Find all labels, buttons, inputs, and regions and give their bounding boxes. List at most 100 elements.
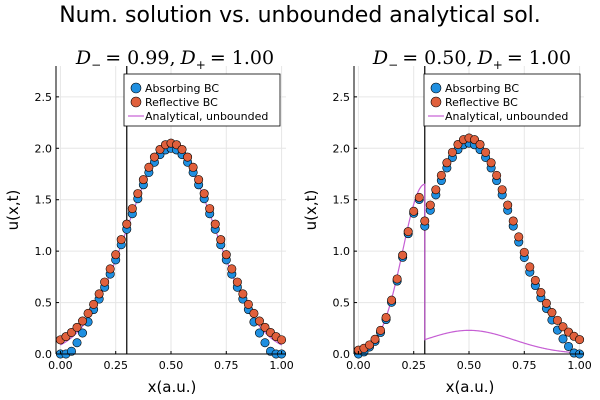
legend-reflective-label: Reflective BC [145, 96, 218, 109]
absorbing-point [78, 328, 88, 338]
reflective-point [497, 185, 507, 195]
reflective-point [552, 315, 562, 325]
subplot-right-ylabel: u(x,t) [302, 190, 320, 231]
reflective-point [436, 170, 446, 180]
absorbing-point [564, 341, 574, 351]
reflective-point [392, 274, 402, 284]
legend-absorbing-label: Absorbing BC [445, 82, 519, 95]
reflective-point [133, 189, 143, 199]
reflective-point [116, 235, 126, 245]
reflective-point [481, 147, 491, 157]
reflective-point [414, 192, 424, 202]
legend-reflective-marker [130, 96, 142, 108]
subplot-left-title: D− = 0.99, D+ = 1.00 [75, 47, 274, 72]
y-tick-label: 2.5 [333, 91, 351, 104]
reflective-point [447, 147, 457, 157]
reflective-point [232, 277, 242, 287]
x-tick-label: 0.50 [457, 359, 482, 372]
subplot-right: D− = 0.50, D+ = 1.00 0.00 0.25 0.50 0.75 1.000.… [302, 47, 592, 396]
y-tick-label: 2.0 [333, 142, 351, 155]
y-tick-label: 1.0 [35, 245, 53, 258]
reflective-point [144, 162, 154, 172]
reflective-point [398, 250, 408, 260]
x-tick-label: 0.75 [512, 359, 537, 372]
y-tick-label: 2.5 [35, 91, 53, 104]
legend-reflective-label: Reflective BC [445, 96, 518, 109]
reflective-point [227, 264, 237, 274]
y-tick-label: 0.0 [333, 348, 351, 361]
absorbing-point [254, 328, 264, 338]
reflective-point [547, 307, 557, 317]
reflective-point [376, 325, 386, 335]
reflective-point [72, 322, 82, 332]
subplot-right-title: D− = 0.50, D+ = 1.00 [372, 47, 571, 72]
legend-absorbing-marker [130, 82, 142, 94]
reflective-point [199, 189, 209, 199]
reflective-point [149, 152, 159, 162]
reflective-point [431, 185, 441, 195]
reflective-point [111, 250, 121, 260]
reflective-point [194, 175, 204, 185]
legend-frame [123, 73, 281, 127]
reflective-point [66, 327, 76, 337]
y-tick-label: 0.5 [333, 297, 351, 310]
y-tick-label: 2.0 [35, 142, 53, 155]
absorbing-point [260, 338, 270, 348]
y-tick-label: 0.0 [35, 348, 53, 361]
x-tick-label: 0.00 [346, 359, 371, 372]
reflective-point [249, 308, 259, 318]
reflective-point [558, 322, 568, 332]
subplot-left-axes: 0.00 0.25 0.50 0.75 1.00 0.0 0.5 1.0 1.5 2.0 2.5 [35, 66, 294, 372]
reflective-point [442, 158, 452, 168]
reflective-point [254, 316, 264, 326]
y-tick-label: 1.5 [35, 194, 53, 207]
reflective-point [525, 262, 535, 272]
x-tick-label: 0.50 [159, 359, 184, 372]
reflective-point [260, 322, 270, 332]
reflective-point [205, 204, 215, 214]
x-tick-label: 0.25 [103, 359, 128, 372]
reflective-point [243, 299, 253, 309]
figure-title: Num. solution vs. unbounded analytical s… [59, 3, 541, 28]
reflective-point [519, 247, 529, 257]
reflective-point [403, 227, 413, 237]
reflective-point [221, 250, 231, 260]
reflective-point [387, 295, 397, 305]
reflective-point [541, 298, 551, 308]
reflective-point [420, 216, 430, 226]
reflective-point [238, 289, 248, 299]
subplot-left-legend: Absorbing BC Reflective BC Analytical, u… [123, 73, 281, 127]
reflective-point [536, 288, 546, 298]
subplot-right-axes: 0.00 0.25 0.50 0.75 1.00 0.0 0.5 1.0 1.5 2.0 2.5 [333, 66, 592, 372]
subplot-left-ylabel: u(x,t) [4, 190, 22, 231]
reflective-point [370, 334, 380, 344]
reflective-point [503, 200, 513, 210]
reflective-point [210, 219, 220, 229]
reflective-point [277, 335, 287, 345]
subplot-right-xlabel: x(a.u.) [446, 378, 495, 396]
legend-frame [423, 73, 581, 127]
reflective-point [425, 200, 435, 210]
reflective-point [188, 162, 198, 172]
reflective-point [138, 175, 148, 185]
x-tick-label: 1.00 [567, 359, 592, 372]
reflective-point [177, 144, 187, 154]
legend-reflective-marker [430, 96, 442, 108]
reflective-point [409, 206, 419, 216]
reflective-point [122, 219, 132, 229]
reflective-point [105, 264, 115, 274]
subplot-left-xlabel: x(a.u.) [148, 378, 197, 396]
legend-absorbing-label: Absorbing BC [145, 82, 219, 95]
subplot-left: D− = 0.99, D+ = 1.00 0.00 0.25 0.50 0.75 1.000.… [4, 47, 294, 396]
reflective-point [364, 340, 374, 350]
legend-analytical-label: Analytical, unbounded [445, 110, 568, 123]
reflective-point [89, 299, 99, 309]
subplot-right-points [353, 133, 585, 359]
reflective-point [492, 170, 502, 180]
reflective-point [83, 308, 93, 318]
y-tick-label: 1.0 [333, 245, 351, 258]
reflective-point [216, 235, 226, 245]
absorbing-point [66, 346, 76, 356]
legend-analytical-label: Analytical, unbounded [145, 110, 268, 123]
